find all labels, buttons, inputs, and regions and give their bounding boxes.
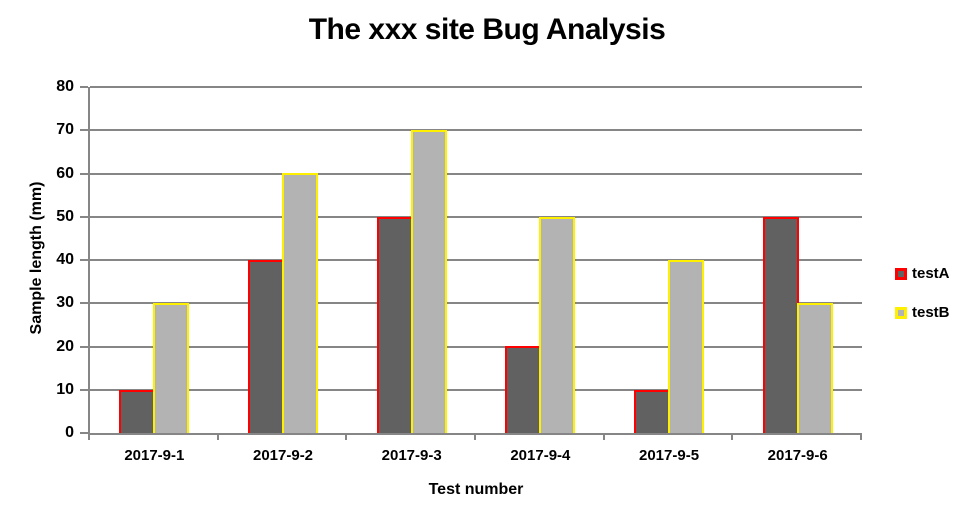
- bar-group-2017-9-2: [219, 173, 348, 433]
- x-tick-mark: [474, 433, 476, 440]
- bar-testB-2017-9-5: [668, 260, 705, 433]
- y-tick-mark: [80, 259, 88, 261]
- gridline-60: [90, 172, 862, 175]
- y-tick-label: 30: [56, 294, 74, 312]
- x-tick-label: 2017-9-4: [510, 447, 571, 464]
- legend-label-testA: testA: [912, 265, 950, 282]
- x-tick-label: 2017-9-2: [252, 447, 314, 464]
- y-tick-mark: [80, 172, 88, 175]
- x-tick-mark: [603, 433, 605, 440]
- bar-testA-2017-9-6: [762, 217, 799, 433]
- bar-testA-2017-9-1: [119, 390, 156, 433]
- x-tick-mark: [217, 433, 219, 440]
- x-tick-mark: [731, 433, 733, 440]
- bar-group-2017-9-3: [347, 130, 476, 433]
- bar-testB-2017-9-1: [153, 303, 190, 433]
- y-tick-mark: [80, 388, 88, 391]
- bar-group-2017-9-5: [605, 260, 734, 433]
- testA-swatch-icon: [895, 267, 907, 280]
- bar-testB-2017-9-3: [410, 130, 447, 433]
- bar-group-2017-9-4: [476, 217, 605, 433]
- gridline-20: [90, 345, 862, 348]
- bar-testA-2017-9-2: [248, 260, 284, 433]
- y-tick-mark: [80, 129, 88, 132]
- bar-testA-2017-9-4: [505, 346, 542, 433]
- legend-item-testB: testB: [895, 304, 950, 321]
- gridline-50: [90, 215, 862, 218]
- gridline-30: [90, 302, 862, 305]
- y-tick-label: 10: [56, 380, 74, 398]
- gridline-10: [90, 388, 862, 391]
- y-tick-mark: [80, 345, 88, 348]
- x-tick-mark: [860, 433, 862, 440]
- x-tick-label: 2017-9-1: [124, 447, 185, 464]
- x-axis-title: Test number: [428, 481, 524, 498]
- legend-label-testB: testB: [912, 304, 950, 321]
- x-tick-label: 2017-9-3: [381, 447, 442, 464]
- legend-item-testA: testA: [895, 265, 950, 282]
- y-tick-mark: [80, 302, 88, 305]
- bar-testB-2017-9-6: [796, 303, 833, 433]
- y-tick-labels: 0 10 20 30 40 50 60 70 80: [0, 78, 80, 441]
- bar-testA-2017-9-3: [376, 217, 413, 433]
- gridline-70: [90, 129, 862, 132]
- bar-testB-2017-9-2: [282, 173, 318, 433]
- x-tick-labels: 2017-9-1 2017-9-2 2017-9-3 2017-9-4 2017-9-5…: [90, 447, 862, 464]
- testB-swatch-icon: [895, 306, 907, 319]
- legend: testA testB: [895, 265, 950, 343]
- y-tick-mark: [80, 86, 88, 88]
- y-tick-mark: [80, 432, 88, 434]
- y-tick-mark: [80, 215, 88, 218]
- bar-groups: [90, 87, 862, 433]
- y-tick-label: 20: [56, 337, 74, 355]
- y-tick-label: 50: [56, 207, 74, 225]
- gridline-40: [90, 259, 862, 261]
- chart-title: The xxx site Bug Analysis: [308, 13, 666, 46]
- plot-area: [80, 86, 862, 440]
- x-tick-label: 2017-9-6: [767, 447, 828, 464]
- bar-testB-2017-9-4: [539, 217, 576, 433]
- x-tick-label: 2017-9-5: [639, 447, 700, 464]
- bar-group-2017-9-1: [90, 303, 219, 433]
- gridline-80: [90, 86, 862, 88]
- x-tick-mark: [345, 433, 347, 440]
- y-tick-label: 80: [56, 78, 74, 95]
- y-tick-label: 40: [56, 251, 74, 268]
- bar-group-2017-9-6: [733, 217, 862, 433]
- y-tick-label: 60: [56, 164, 74, 182]
- x-tick-mark: [88, 433, 90, 440]
- y-tick-label: 0: [65, 424, 74, 441]
- y-tick-label: 70: [56, 121, 74, 139]
- bar-testA-2017-9-5: [634, 390, 671, 433]
